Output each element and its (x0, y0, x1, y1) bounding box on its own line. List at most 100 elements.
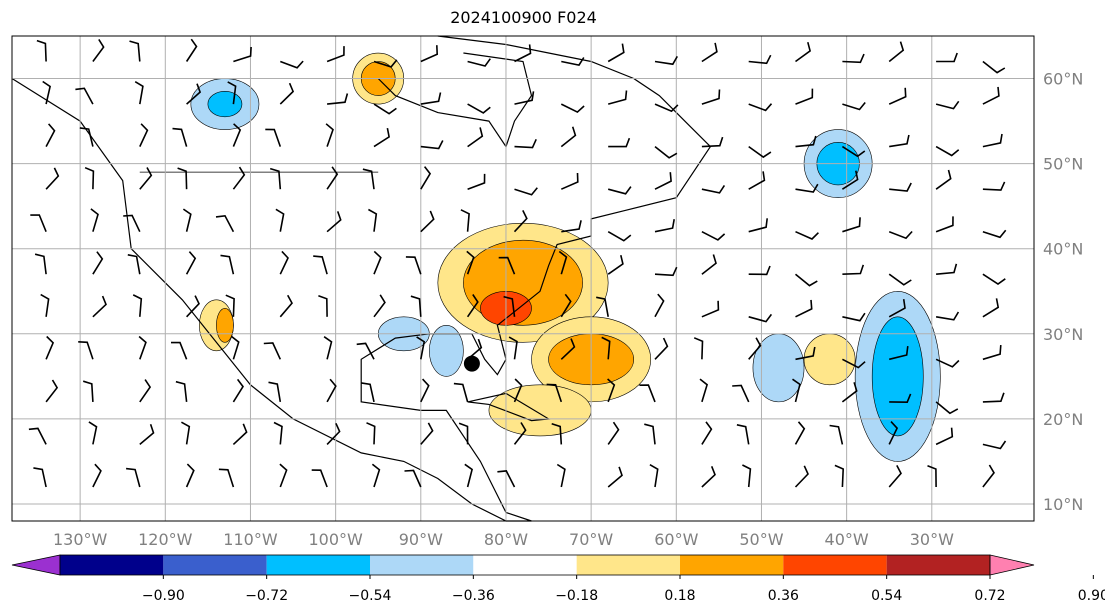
wind-barb (139, 167, 153, 190)
wind-barb (326, 211, 342, 233)
wind-barb (607, 466, 623, 488)
wind-barb (560, 126, 577, 148)
wind-barb (701, 230, 726, 241)
lon-label: 50°W (739, 530, 783, 549)
wind-barb (513, 378, 523, 403)
wind-barb (888, 41, 905, 63)
wind-barb (927, 465, 937, 488)
wind-barb (841, 145, 866, 158)
wind-barb (232, 423, 248, 445)
wind-barb (982, 298, 1000, 318)
wind-barb (326, 378, 337, 403)
wind-barb (546, 383, 563, 403)
wind-barb (888, 230, 913, 240)
wind-barb (982, 181, 1006, 191)
wind-barb (373, 250, 382, 275)
wind-barb (326, 166, 339, 190)
wind-barb (139, 379, 152, 403)
lat-label: 40°N (1043, 240, 1083, 259)
lon-label: 120°W (138, 530, 193, 549)
wind-barb (701, 466, 716, 488)
wind-barb (466, 250, 475, 275)
wind-barb (326, 422, 341, 445)
wind-barb (420, 210, 435, 233)
wind-barb (842, 217, 861, 233)
wind-barb (841, 382, 858, 403)
wind-barb (888, 87, 907, 105)
wind-barb (30, 214, 47, 233)
wind-barb (607, 378, 616, 403)
wind-barb (982, 60, 1006, 74)
wind-barb (279, 82, 295, 105)
wind-barb (654, 337, 669, 360)
lon-labels: 130°W 120°W 110°W 100°W 90°W 80°W 70°W 60°W 50°W… (53, 530, 954, 549)
wind-barb (185, 38, 198, 62)
wind-barb (318, 294, 328, 317)
wind-barb (888, 421, 899, 445)
colorbar-segment (370, 555, 474, 575)
wind-barb (558, 250, 568, 275)
wind-barb (139, 123, 149, 147)
wind-barb (78, 341, 94, 360)
wind-barb (644, 423, 656, 445)
colorbar-tick-label: 0.54 (871, 588, 902, 604)
wind-barb (514, 91, 535, 105)
lon-label: 70°W (569, 530, 613, 549)
wind-barb (607, 186, 632, 195)
wind-barb (279, 250, 289, 275)
wind-barb (467, 338, 483, 360)
wind-barb (748, 218, 768, 233)
wind-barb (654, 219, 675, 233)
wind-barb (935, 145, 960, 157)
lat-label: 20°N (1043, 410, 1083, 429)
wind-barb (514, 187, 538, 196)
wind-barbs (28, 38, 1007, 488)
anomaly-contour-17 (429, 324, 464, 377)
wind-barb (841, 170, 859, 190)
wind-barb (513, 422, 527, 445)
wind-barb (654, 293, 665, 318)
wind-barb (36, 39, 47, 62)
wind-barb (279, 463, 288, 488)
wind-barb (410, 295, 422, 317)
wind-barb (182, 208, 192, 232)
lon-label: 130°W (53, 530, 108, 549)
wind-barb (45, 335, 55, 360)
wind-barb (794, 465, 809, 488)
wind-barb (842, 101, 866, 111)
wind-barb (795, 135, 817, 148)
wind-barb (420, 378, 430, 403)
wind-barb (28, 427, 47, 445)
wind-barb (420, 422, 434, 445)
wind-barb (82, 380, 94, 402)
anomaly-contour-9 (871, 316, 924, 437)
wind-barb (311, 469, 328, 488)
wind-barb (982, 464, 995, 488)
wind-barb (795, 88, 814, 105)
lat-label: 30°N (1043, 325, 1083, 344)
wind-barb (889, 134, 910, 148)
wind-barb (792, 378, 801, 403)
wind-barb (373, 103, 397, 115)
wind-barb (466, 294, 479, 318)
wind-barb (175, 380, 188, 402)
wind-barb (982, 133, 1003, 148)
wind-barb (84, 166, 95, 190)
wind-barb (693, 337, 704, 360)
wind-barb (134, 81, 144, 105)
wind-barb (123, 214, 141, 233)
wind-barb (185, 463, 195, 488)
colorbar-tick-label: −0.36 (452, 588, 495, 604)
wind-barb (467, 103, 491, 114)
wind-barb (888, 465, 902, 488)
wind-barb (220, 254, 235, 275)
wind-barb (982, 392, 1005, 403)
wind-barb (889, 346, 909, 361)
wind-barb (45, 379, 59, 403)
wind-barb (654, 172, 672, 190)
wind-barb (601, 336, 611, 360)
colorbar-tick-label: −0.90 (142, 588, 185, 604)
wind-barb (366, 422, 376, 445)
wind-barb (75, 87, 94, 105)
wind-barb (232, 166, 246, 190)
